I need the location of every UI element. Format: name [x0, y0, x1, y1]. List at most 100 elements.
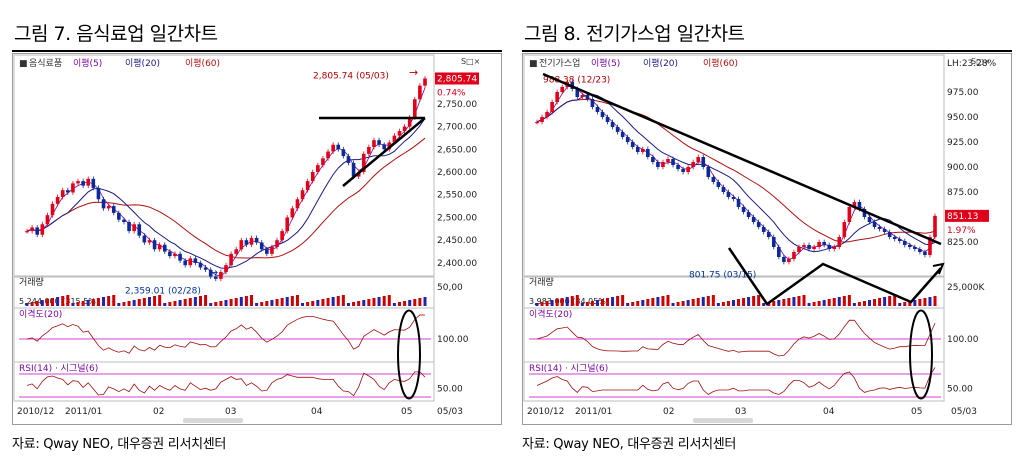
oscillator-highlight-oval [397, 309, 421, 400]
candle-body [168, 251, 172, 257]
volume-axis-tick: 25,000K [947, 283, 985, 293]
candle-body [923, 252, 927, 255]
volume-bar [535, 303, 539, 306]
candle-body [847, 207, 852, 222]
lh-annotation: LH:23.28% [947, 59, 997, 69]
volume-bar [807, 303, 811, 306]
volume-bar [127, 301, 131, 306]
volume-bar [311, 301, 315, 306]
candle-body [787, 259, 791, 262]
date-axis-tick: 2011/01 [575, 407, 612, 417]
volume-bar [721, 302, 725, 306]
descending-trendline [542, 72, 942, 246]
candle-body [777, 247, 781, 257]
volume-bar [413, 299, 417, 306]
volume-bar [122, 302, 126, 306]
candle-body [203, 267, 208, 270]
candle-body [913, 247, 917, 249]
candle-body [651, 157, 655, 162]
volume-bar [671, 303, 675, 306]
current-price-value: 851.13 [947, 212, 979, 222]
high-annotation: 2,805.74 (05/03) [313, 71, 389, 81]
volume-label: 거래량 [529, 276, 554, 288]
price-axis-tick: 2,400.00 [437, 259, 477, 269]
volume-bar [336, 296, 340, 306]
volume-bar [782, 299, 786, 306]
w-pattern-sketch [727, 247, 942, 306]
rsi-label: RSI(14) · 시그널(6) [19, 363, 98, 374]
volume-axis-tick: 50,00 [437, 283, 463, 293]
disparity-line [536, 319, 936, 357]
candle-body [346, 156, 351, 163]
candle-body [635, 147, 640, 152]
candle-body [545, 112, 549, 117]
candle-body [605, 117, 610, 122]
legend-item: 이평(60) [185, 58, 220, 69]
candle-body [270, 247, 274, 254]
volume-bar [301, 303, 305, 306]
candle-body [213, 276, 218, 279]
candle-body [933, 215, 937, 237]
candle-body [137, 224, 142, 236]
volume-bar [913, 300, 917, 306]
candle-body [25, 231, 29, 233]
candle-body [91, 178, 96, 188]
candle-body [726, 192, 731, 197]
volume-bar [580, 303, 584, 306]
candle-body [867, 217, 872, 222]
candle-body [290, 208, 295, 218]
candle-body [331, 144, 335, 152]
date-axis-tick: 03 [735, 407, 746, 417]
volume-bar [555, 299, 559, 306]
volume-bar [403, 301, 407, 306]
volume-bar [51, 298, 55, 306]
candle-body [316, 165, 320, 172]
date-axis-tick: 2010/12 [17, 407, 54, 417]
volume-bar [737, 299, 741, 306]
candle-body [285, 217, 290, 232]
rsi-axis-tick: 50.00 [437, 385, 463, 395]
current-price-badge [435, 72, 479, 85]
support-trendline [342, 117, 426, 187]
chart-frame: ■ 전기가스업 이평(5) 이평(20) 이평(60) S□× 975.00 950.00 92… [522, 53, 1012, 425]
volume-bar [137, 299, 141, 306]
figure-title: 그림 8. 전기가스업 일간차트 [524, 23, 745, 45]
volume-bar [377, 297, 381, 306]
candle-body [336, 144, 341, 150]
volume-bar [847, 295, 851, 306]
volume-bar [321, 299, 325, 306]
candle-body [908, 245, 912, 247]
volume-bar [173, 301, 177, 306]
candle-body [681, 169, 685, 172]
candle-body [691, 162, 695, 167]
price-axis-tick: 2,700.00 [437, 123, 477, 133]
candle-body [671, 159, 675, 165]
candle-body [275, 240, 279, 247]
volume-bar [107, 296, 111, 306]
legend-item: 이평(5) [73, 58, 102, 69]
date-axis-tick: 04 [823, 407, 835, 417]
candle-body [822, 242, 826, 245]
candle-body [249, 237, 254, 245]
candle-body [407, 117, 412, 127]
date-axis-tick: 05 [401, 407, 412, 417]
volume-bar [631, 302, 635, 306]
candle-body [254, 237, 259, 243]
volume-bar [636, 301, 640, 306]
candle-body [300, 190, 305, 200]
candle-body [397, 131, 402, 136]
candle-body [361, 153, 366, 172]
candle-body [367, 147, 371, 154]
candle-body [756, 222, 761, 227]
candle-body [862, 209, 867, 217]
candle-body [35, 227, 40, 235]
candle-body [341, 149, 346, 157]
candle-body [877, 227, 882, 229]
volume-bar [204, 295, 208, 306]
candle-body [295, 199, 300, 209]
volume-bar [367, 299, 371, 306]
candle-body [857, 202, 862, 209]
candle-body [106, 206, 111, 209]
candle-body [188, 258, 193, 266]
candle-body [60, 190, 65, 197]
